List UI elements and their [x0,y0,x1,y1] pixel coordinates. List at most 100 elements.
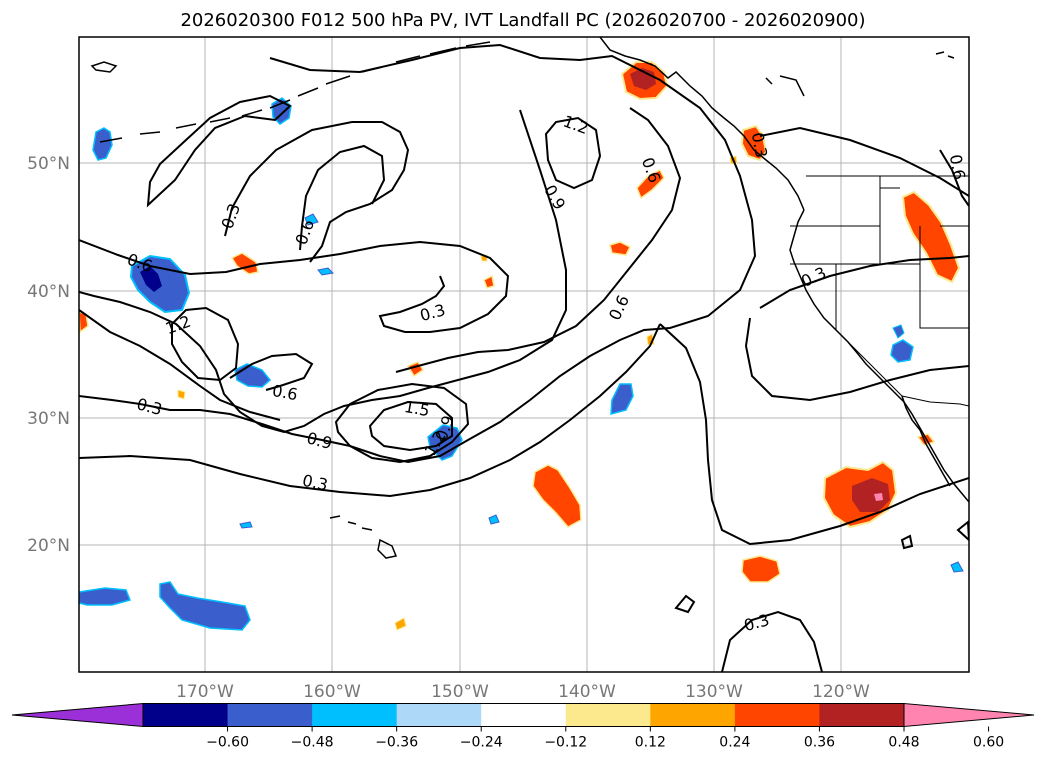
colorbar-tick-label: 0.48 [888,735,919,751]
colorbar-segment [143,703,229,727]
positive-patch [394,617,407,631]
pv-contour-0.6-inner [79,309,281,421]
positive-patch [483,274,495,289]
lon-tick-label: 120°W [812,682,870,702]
negative-patch [79,587,132,606]
lon-tick-label: 160°W [303,682,361,702]
positive-patch [177,389,186,400]
positive-patch [532,464,582,528]
colorbar-segments [12,703,1034,727]
negative-patch [892,324,905,339]
negative-patch [304,213,319,226]
figure-title: 2026020300 F012 500 hPa PV, IVT Landfall… [180,10,865,31]
colorbar-tick-label: −0.24 [460,735,503,751]
colorbar-tick-label: 0.24 [719,735,750,751]
colorbar-tick-label: −0.48 [291,735,334,751]
pv-contour-0.3 [79,239,510,333]
pv-contour-1.2-top [544,116,602,190]
pv-contour-0.6-mid [229,352,314,391]
pv-contour-0.3-bottom [721,610,823,672]
gridlines [79,37,969,672]
colorbar-tick-label: −0.12 [544,735,587,751]
positive-patch [609,241,632,256]
small-island [90,61,118,73]
small-island [765,75,805,97]
lon-tick-label: 140°W [558,682,616,702]
pv-contour-0.3-ring [744,255,969,402]
colorbar-frame [142,703,905,727]
negative-patch [317,267,335,276]
colorbar-segment [396,703,482,727]
colorbar-tick-label: −0.60 [206,735,249,751]
contour-label: 1.5 [403,397,431,420]
small-island [935,51,955,59]
us-mexico-border [901,395,969,407]
pv-contour-0.6-ne [939,149,969,207]
hawaii-islands [329,515,398,559]
positive-patch [636,168,665,200]
lon-tick-labels: 170°W 160°W 150°W 140°W 130°W 120°W [176,682,870,702]
colorbar-segment [227,703,313,727]
positive-patch [230,252,259,275]
negative-patch [890,339,914,363]
pv-contour-0.9 [79,109,567,434]
colorbar: −0.60 −0.48 −0.36 −0.24 −0.12 0.12 0.24 0.36 0.4… [11,702,1035,751]
map-background [79,37,969,672]
coastlines [90,37,969,559]
positive-patch-dark [852,478,890,512]
colorbar-extend-low [12,703,143,727]
na-west-coast [789,209,969,503]
negative-patch [159,581,251,631]
negative-patch [950,561,964,573]
colorbar-segment [650,703,736,727]
colorbar-tick-label: 0.12 [635,735,666,751]
lat-tick-label: 20°N [27,536,70,556]
pv-contour-0.3-outer [224,121,410,263]
positive-patch [901,190,961,284]
pv-contour-1.2-left [171,306,240,382]
pv-contour-0.9-inner [334,382,470,464]
negative-patch [92,127,113,161]
contour-label: 0.6 [946,153,969,181]
contour-label: 0.3 [301,471,330,495]
pv-contour-0.3-south [79,323,661,498]
colorbar-segment [312,703,398,727]
negative-patch [610,383,634,415]
contour-label: 0.6 [271,381,299,404]
colorbar-tick-label: −0.36 [375,735,418,751]
pv-contour-0.6-right [395,107,682,373]
colorbar-segment [565,703,651,727]
colorbar-ticks: −0.60 −0.48 −0.36 −0.24 −0.12 0.12 0.24 0.36 0.4… [206,726,1004,751]
baja-peninsula [901,395,951,487]
positive-patch [740,124,768,162]
lon-tick-label: 170°W [176,682,234,702]
negative-patch-dark [140,266,162,292]
colorbar-tick-label: 0.36 [804,735,835,751]
pv-contour-1.5 [368,400,453,452]
colorbar-segment [819,703,905,727]
colorbar-segment [481,703,567,727]
negative-patch [239,521,253,529]
pv-contours [79,43,969,672]
lat-tick-label: 40°N [27,282,70,302]
lat-tick-label: 30°N [27,409,70,429]
map-frame [78,36,970,673]
pv-contour-0.3-top [146,94,292,208]
alaska-coastline [599,37,805,211]
lon-tick-label: 150°W [431,682,489,702]
pv-contour-big-0.3 [79,43,757,464]
lat-tick-labels: 50°N 40°N 30°N 20°N [27,154,70,556]
positive-patch [741,555,781,583]
positive-patch-dark [630,68,656,90]
lon-tick-label: 130°W [685,682,743,702]
map-panel: 0.3 0.6 0.9 1.2 1.5 0.3 0.6 0.3 0.6 0.9 … [27,36,970,702]
colorbar-extend-high [904,703,1034,727]
pv-contour-0.3-east [759,126,969,197]
pv-contour-small [674,594,696,614]
positive-patch-pink [874,493,883,501]
colorbar-segment [734,703,820,727]
pv-contour-small [900,534,914,550]
contour-label: 0.3 [748,131,771,159]
pv-contour-0.6 [299,144,386,251]
